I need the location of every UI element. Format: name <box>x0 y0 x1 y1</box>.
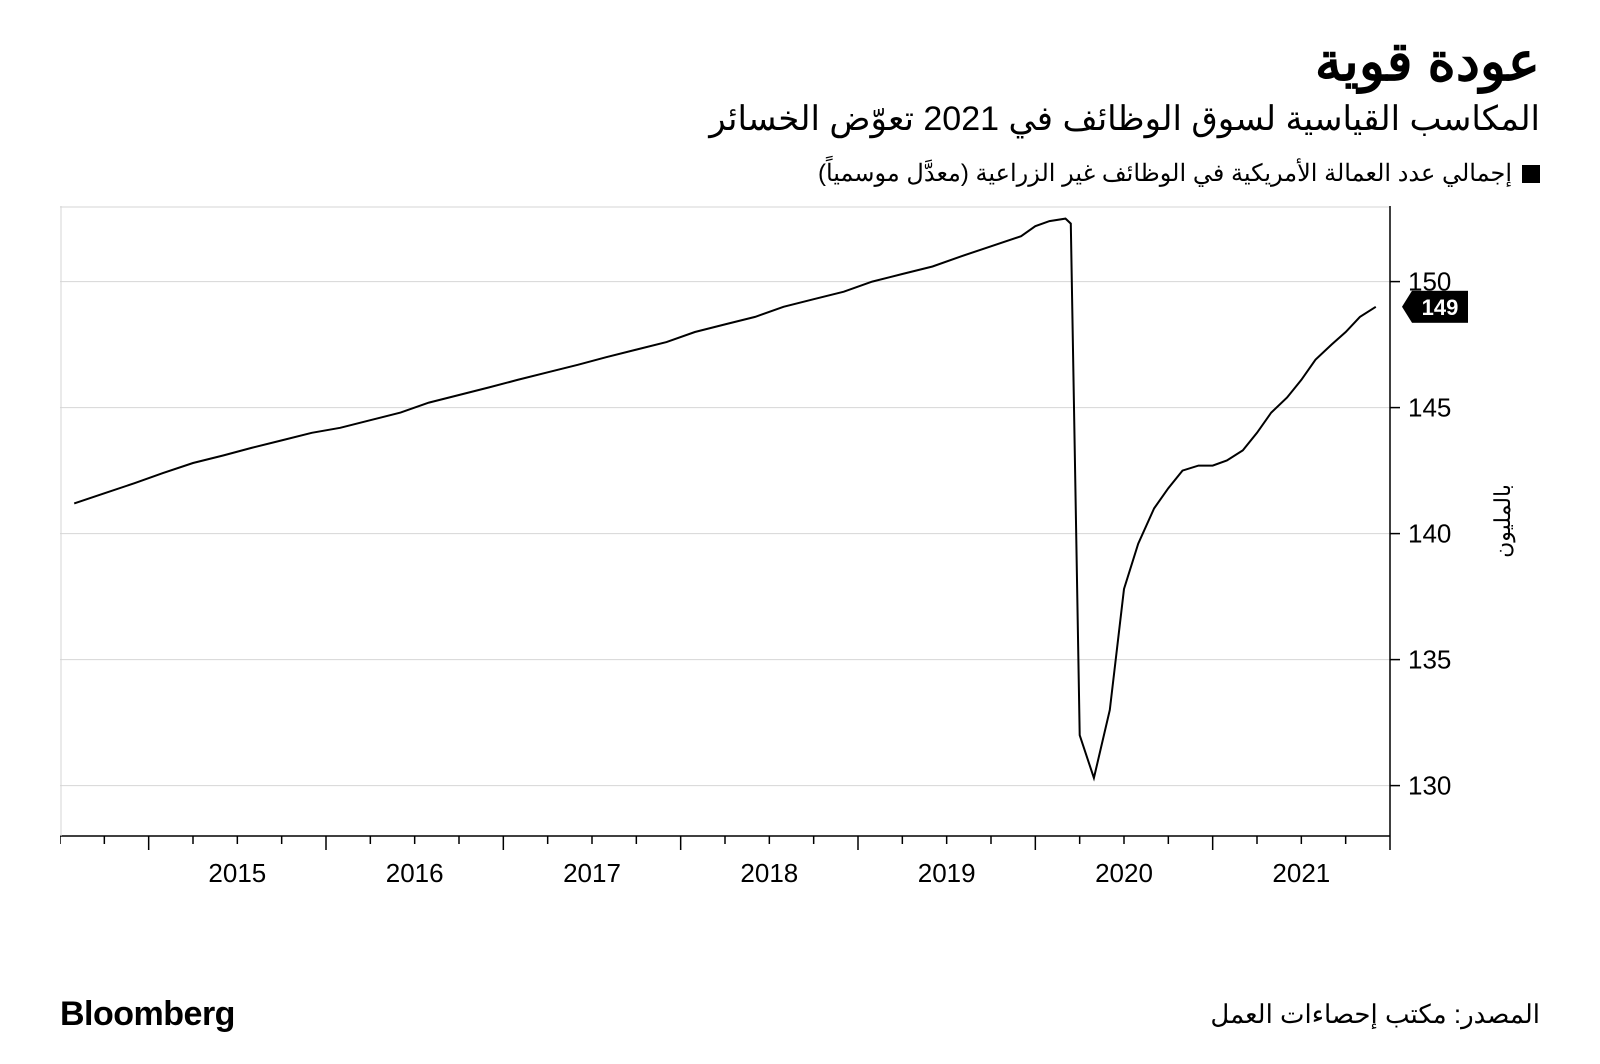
source-text: المصدر: مكتب إحصاءات العمل <box>1210 999 1540 1030</box>
svg-text:2016: 2016 <box>386 858 444 888</box>
legend-marker-icon <box>1522 165 1540 183</box>
svg-text:2017: 2017 <box>563 858 621 888</box>
svg-text:130: 130 <box>1408 771 1451 801</box>
chart-plot-area: 130135140145150بالمليون20152016201720182… <box>60 206 1540 975</box>
svg-text:2020: 2020 <box>1095 858 1153 888</box>
svg-text:2015: 2015 <box>208 858 266 888</box>
chart-footer: Bloomberg المصدر: مكتب إحصاءات العمل <box>60 995 1540 1034</box>
chart-title: عودة قوية <box>60 30 1540 93</box>
svg-text:149: 149 <box>1422 295 1459 320</box>
chart-container: عودة قوية المكاسب القياسية لسوق الوظائف … <box>0 0 1600 1064</box>
line-chart-svg: 130135140145150بالمليون20152016201720182… <box>60 206 1540 926</box>
legend-label: إجمالي عدد العمالة الأمريكية في الوظائف … <box>818 159 1512 188</box>
svg-text:2018: 2018 <box>740 858 798 888</box>
brand-logo: Bloomberg <box>60 995 235 1034</box>
chart-subtitle: المكاسب القياسية لسوق الوظائف في 2021 تع… <box>60 99 1540 139</box>
svg-text:140: 140 <box>1408 519 1451 549</box>
svg-text:135: 135 <box>1408 645 1451 675</box>
svg-text:بالمليون: بالمليون <box>1490 484 1516 558</box>
svg-text:145: 145 <box>1408 393 1451 423</box>
legend: إجمالي عدد العمالة الأمريكية في الوظائف … <box>60 159 1540 188</box>
svg-text:2021: 2021 <box>1272 858 1330 888</box>
svg-text:2019: 2019 <box>918 858 976 888</box>
